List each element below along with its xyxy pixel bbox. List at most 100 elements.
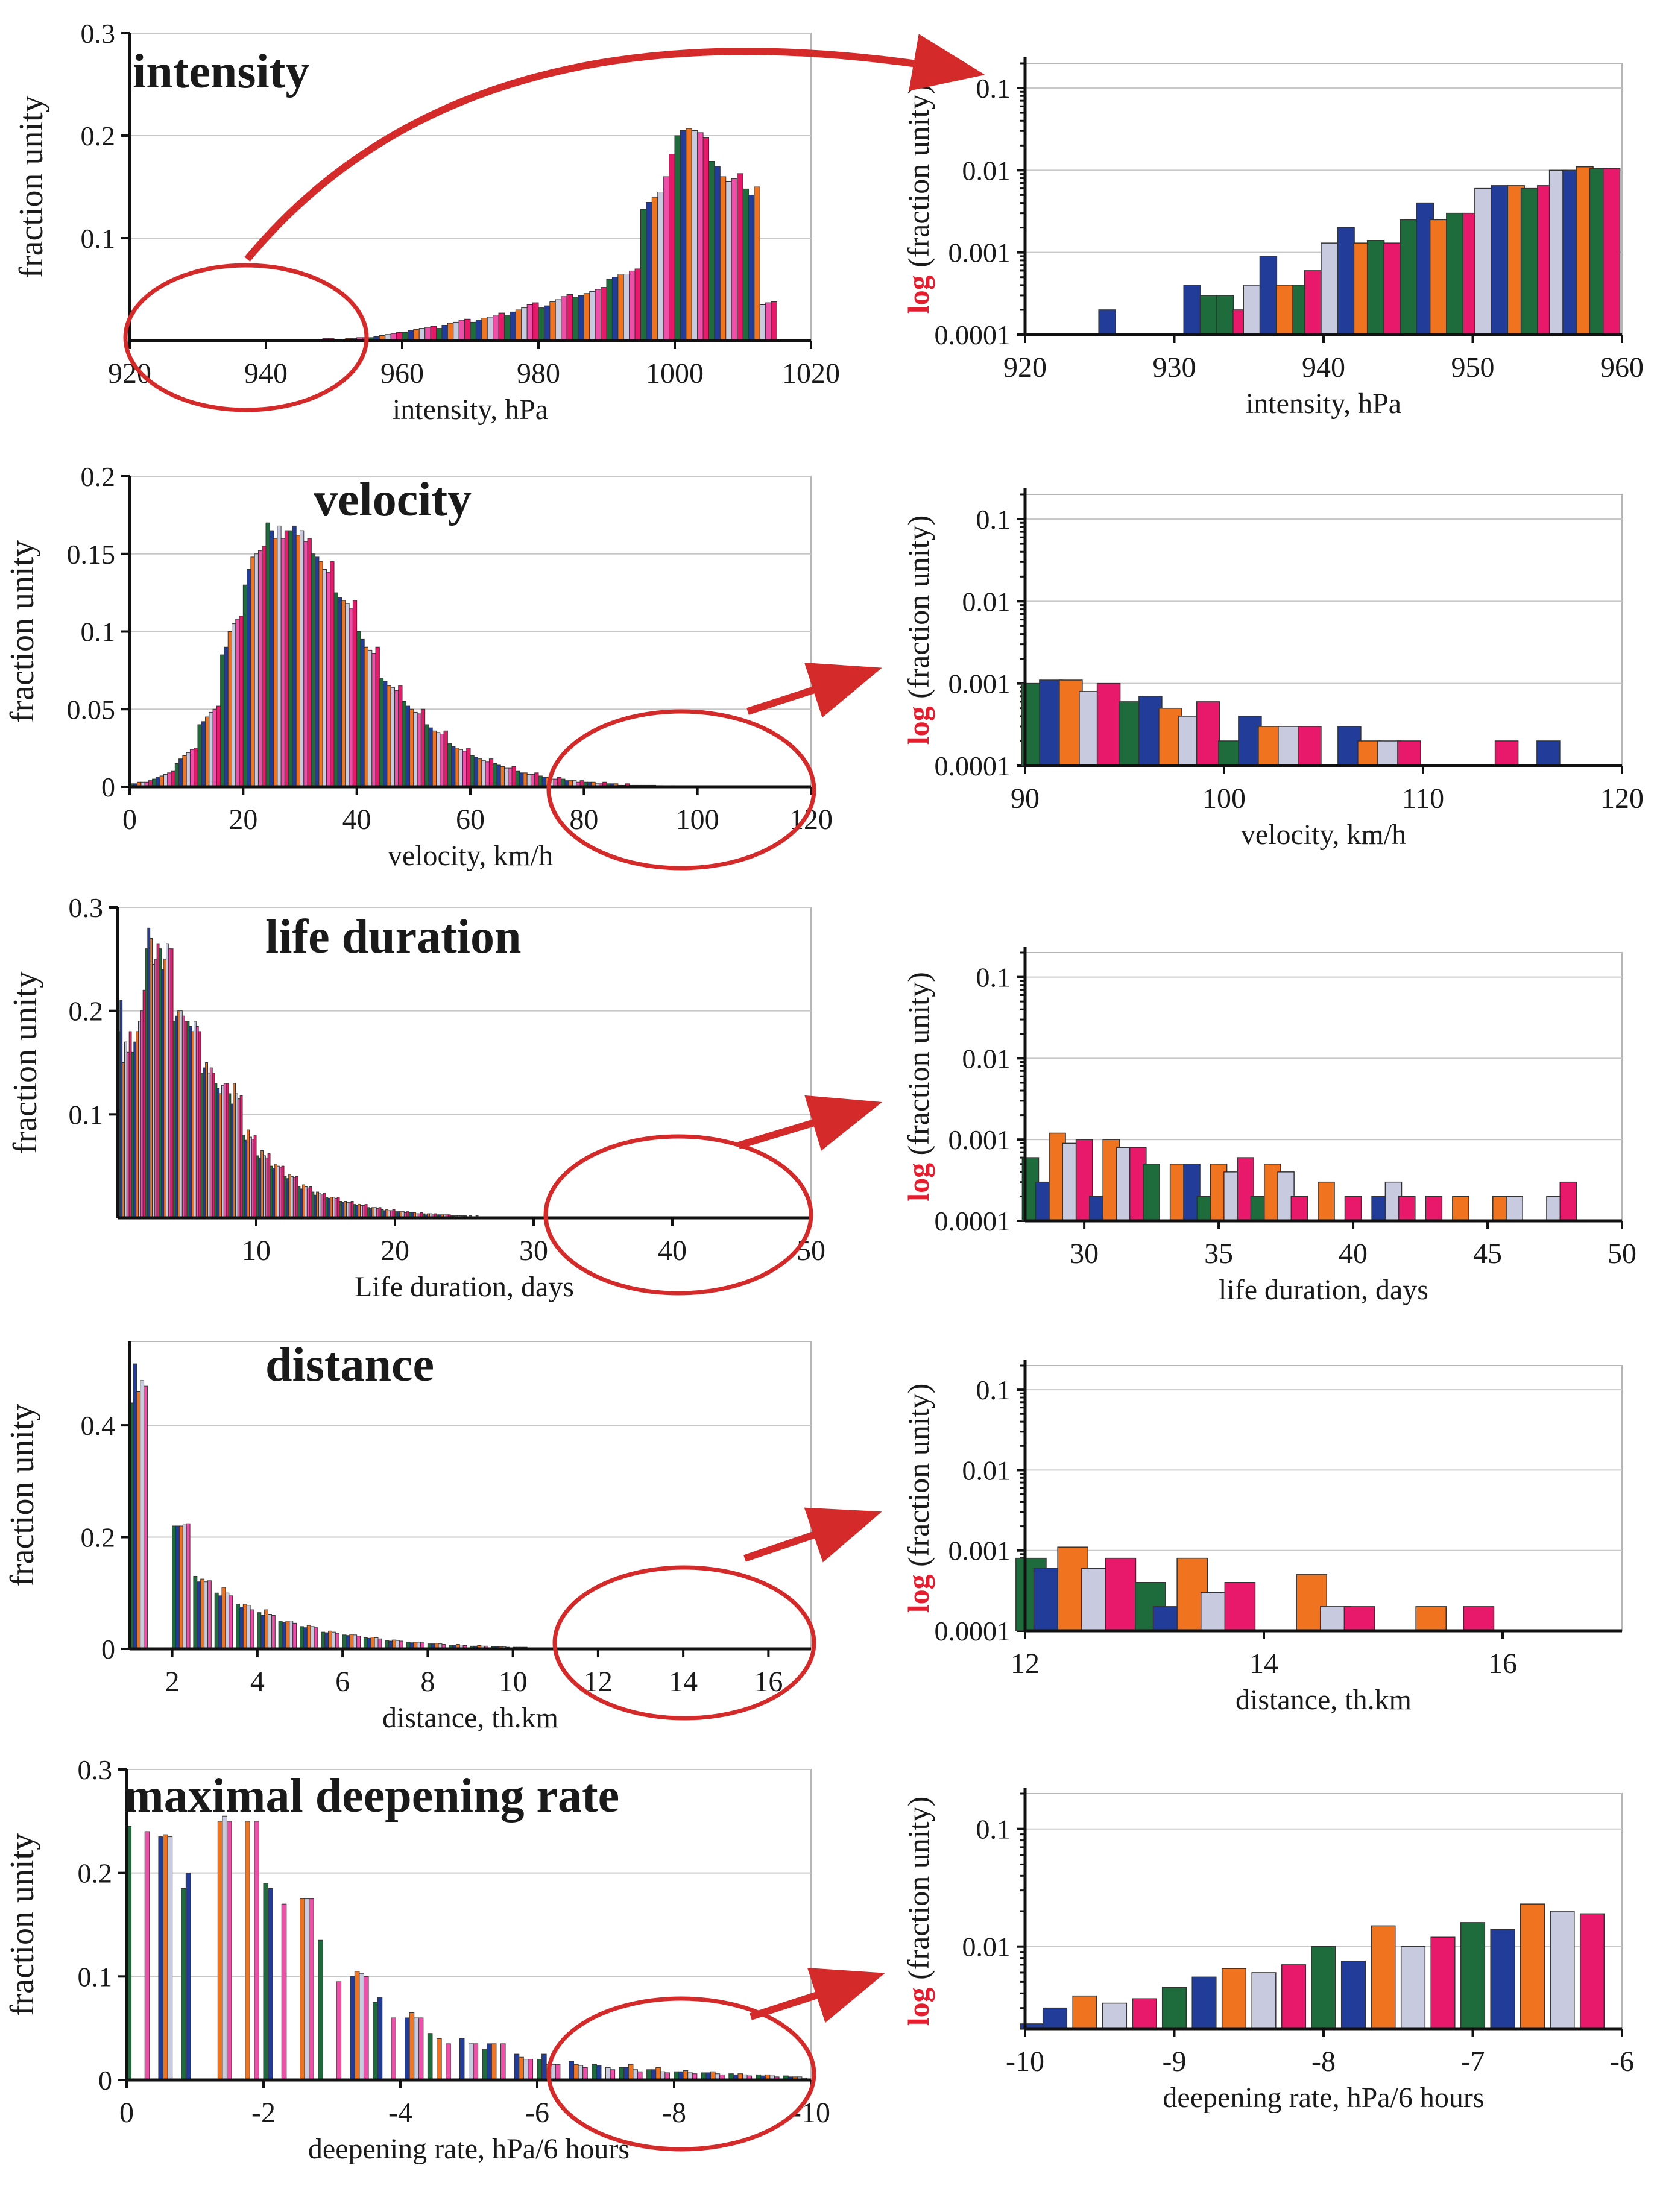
velocity-main-bar (364, 646, 369, 787)
life-main-bar (207, 1073, 210, 1218)
velocity-main-ytick-label: 0 (101, 772, 115, 802)
velocity-main-bar (333, 592, 338, 787)
velocity-main-bar (159, 775, 165, 787)
life-log-bar (1506, 1196, 1523, 1221)
distance-main-xtick-label: 2 (165, 1666, 180, 1698)
deepening-log-ytick-label: 0.1 (976, 1814, 1011, 1845)
velocity-main-bar (326, 572, 331, 787)
life-main-bar (205, 1062, 208, 1218)
deepening-main-bar (217, 1821, 223, 2081)
deepening-main-ylabel: fraction unity (4, 1833, 41, 2016)
velocity-main-bar (432, 730, 437, 787)
distance-main-bar (182, 1524, 187, 1650)
deepening-main-bar (541, 2053, 547, 2081)
intensity-main-bar (629, 270, 636, 341)
life-main-bar (191, 1031, 194, 1218)
distance-main-bar (353, 1634, 358, 1650)
deepening-main-bar (254, 1821, 259, 2081)
velocity-main-bar (254, 553, 259, 787)
velocity-main-bar (186, 752, 191, 787)
velocity-main-xtick-label: 40 (342, 804, 371, 836)
velocity-main-bar (257, 550, 263, 787)
life-main-bar (314, 1194, 317, 1218)
life-main-bar (286, 1178, 289, 1218)
life-main-bar (265, 1157, 268, 1218)
velocity-main-bar (220, 654, 225, 787)
intensity-log-xtick-label: 920 (1003, 351, 1047, 383)
deepening-main-bar (487, 2043, 492, 2081)
life-main-bar (189, 1026, 192, 1218)
distance-main-bar (346, 1635, 350, 1650)
deepening-main-bar (245, 1821, 250, 2081)
deepening-main-bar (309, 1898, 314, 2081)
distance-main-bar (314, 1627, 318, 1650)
distance-log-bar (1343, 1606, 1375, 1631)
life-main-bar (166, 943, 169, 1218)
life-main-panel: 0.1 0.2 0.3 10 20 30 40 50 Life duration, days fr… (7, 892, 825, 1303)
zoom-ellipse (546, 1996, 816, 2152)
life-main-bar (214, 1083, 218, 1218)
velocity-log-ytick-label: 0.01 (962, 586, 1011, 617)
intensity-main-bar (436, 328, 443, 341)
distance-main-bar (331, 1631, 336, 1650)
life-main-bar (270, 1165, 273, 1218)
life-main-bar (364, 1204, 368, 1218)
distance-main-bar (200, 1578, 205, 1650)
distance-main-bar (264, 1609, 269, 1650)
velocity-main-bar (288, 530, 293, 787)
velocity-main-bar (194, 748, 198, 787)
intensity-log-ylabel: log (fraction unity) (901, 84, 935, 314)
intensity-log-bar (1383, 242, 1401, 335)
intensity-log-ytick-label: 0.001 (948, 238, 1011, 268)
distance-main-bar (218, 1595, 222, 1650)
velocity-log-ylabel: log (fraction unity) (901, 515, 935, 745)
deepening-main-bar (363, 1976, 369, 2081)
deepening-log-bar (1281, 1964, 1307, 2029)
velocity-main-bar (515, 770, 520, 787)
velocity-main-bar (383, 681, 388, 787)
intensity-main-bar (742, 188, 749, 341)
zoom-arrow (737, 1095, 882, 1151)
deepening-main-panel: 0 0.1 0.2 0.3 0 -2 -4 -6 -8 -10 deepening rate, hP… (4, 1754, 830, 2165)
velocity-main-bar (526, 774, 531, 787)
life-main-bar (136, 1031, 139, 1218)
distance-main-bar (310, 1626, 315, 1650)
distance-main-xtick-label: 8 (420, 1666, 435, 1698)
velocity-main-bar (493, 763, 497, 787)
velocity-log-bar (1196, 701, 1220, 766)
velocity-log-xtick-label: 90 (1011, 783, 1040, 815)
deepening-main-bar (354, 1971, 360, 2081)
distance-main-bar (246, 1605, 251, 1650)
distance-main-ytick-label: 0.2 (81, 1522, 116, 1553)
life-main-bar (323, 1193, 326, 1218)
distance-main-bar (363, 1637, 368, 1650)
life-log-panel: 0.0001 0.001 0.01 0.1 30 35 40 45 50 life duratio… (901, 947, 1636, 1306)
intensity-main-bar (538, 307, 544, 341)
intensity-main-bar (623, 274, 630, 341)
intensity-main-bar (481, 318, 488, 341)
deepening-log-bar (1311, 1946, 1336, 2029)
life-main-bar (203, 1067, 206, 1218)
intensity-main-bar (578, 295, 584, 341)
distance-main-xlabel: distance, th.km (382, 1702, 558, 1734)
velocity-main-bar (488, 758, 494, 787)
life-main-bar (358, 1204, 361, 1218)
life-main-bar (367, 1207, 370, 1218)
deepening-main-bar (336, 1981, 342, 2081)
intensity-main-bar (470, 321, 476, 341)
velocity-main-bar (523, 772, 528, 787)
deepening-log-bar (1400, 1946, 1426, 2029)
deepening-log-bar (1460, 1922, 1486, 2029)
intensity-main-bar (526, 304, 534, 341)
deepening-main-bar (350, 1976, 355, 2081)
velocity-main-bar (322, 569, 327, 787)
velocity-main-bar (352, 600, 358, 787)
deepening-log-bar (1221, 1968, 1247, 2029)
life-main-bar (260, 1150, 264, 1218)
life-main-ytick-label: 0.2 (69, 996, 104, 1027)
distance-log-ytick-label: 0.0001 (935, 1616, 1011, 1646)
intensity-main-bar (583, 293, 590, 341)
velocity-main-bar (534, 772, 539, 787)
deepening-log-ylabel-log: log (901, 1980, 935, 2026)
intensity-main-bar (510, 311, 516, 341)
